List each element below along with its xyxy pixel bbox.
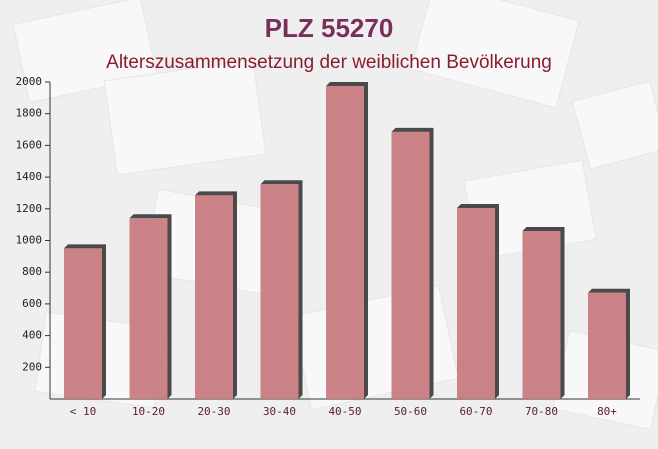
bar bbox=[129, 218, 168, 399]
x-tick-label: 70-80 bbox=[525, 405, 558, 418]
bar bbox=[326, 85, 364, 400]
y-tick-label: 1600 bbox=[16, 138, 43, 151]
bar bbox=[588, 292, 626, 399]
y-tick-label: 400 bbox=[22, 329, 42, 342]
bar bbox=[195, 195, 233, 399]
y-tick-label: 1800 bbox=[16, 107, 43, 120]
x-tick-label: 20-30 bbox=[197, 405, 230, 418]
x-tick-label: < 10 bbox=[70, 405, 97, 418]
x-tick-label: 40-50 bbox=[328, 405, 361, 418]
x-tick-label: 80+ bbox=[597, 405, 617, 418]
y-tick-label: 800 bbox=[22, 265, 42, 278]
bar bbox=[391, 131, 430, 400]
x-tick-label: 60-70 bbox=[459, 405, 492, 418]
x-tick-label: 30-40 bbox=[263, 405, 296, 418]
y-tick-label: 1200 bbox=[16, 202, 43, 215]
x-tick-label: 50-60 bbox=[394, 405, 427, 418]
bar bbox=[64, 248, 102, 399]
bar bbox=[260, 184, 299, 399]
x-tick-label: 10-20 bbox=[132, 405, 165, 418]
y-tick-label: 200 bbox=[22, 360, 42, 373]
y-tick-label: 1400 bbox=[16, 170, 43, 183]
chart-title: PLZ 55270 bbox=[265, 13, 394, 43]
y-tick-label: 600 bbox=[22, 297, 42, 310]
bar bbox=[522, 230, 561, 399]
y-tick-label: 1000 bbox=[16, 234, 43, 247]
chart-subtitle: Alterszusammensetzung der weiblichen Bev… bbox=[106, 52, 552, 73]
y-tick-label: 2000 bbox=[16, 75, 43, 88]
bar bbox=[457, 208, 495, 399]
